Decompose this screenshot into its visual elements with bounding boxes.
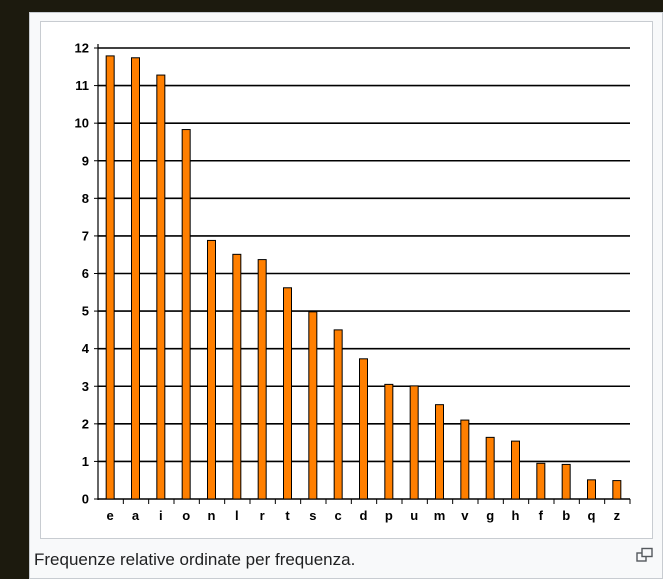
y-tick-label: 4 bbox=[82, 341, 90, 356]
x-tick-label: t bbox=[285, 508, 290, 523]
y-tick-label: 7 bbox=[82, 228, 89, 243]
bar-o bbox=[181, 129, 191, 500]
y-tick-label: 9 bbox=[82, 153, 89, 168]
bar-m bbox=[435, 404, 444, 500]
x-tick-label: p bbox=[385, 508, 393, 523]
x-tick-label: u bbox=[410, 508, 418, 523]
x-tick-label: f bbox=[539, 508, 544, 523]
y-tick-label: 11 bbox=[75, 78, 89, 93]
bar-f bbox=[536, 462, 546, 500]
bar-v bbox=[460, 419, 470, 500]
bar-z bbox=[612, 480, 622, 500]
x-tick-label: r bbox=[260, 508, 265, 523]
x-tick-label: l bbox=[235, 508, 239, 523]
bar-p bbox=[384, 383, 394, 500]
x-tick-label: m bbox=[434, 508, 446, 523]
bar-r bbox=[257, 259, 267, 500]
y-tick-label: 8 bbox=[82, 191, 89, 206]
x-tick-label: v bbox=[461, 508, 469, 523]
y-tick-label: 0 bbox=[82, 492, 89, 507]
y-tick-label: 2 bbox=[82, 416, 89, 431]
bar-e bbox=[105, 55, 115, 500]
enlarge-icon[interactable] bbox=[636, 547, 654, 563]
figure-thumbnail: 0 1 2 3 4 5 6 7 8 9 10 11 12 e a i o n l r t s c d p u m v g h f b q z Fr… bbox=[29, 12, 663, 579]
bar-a bbox=[131, 57, 140, 500]
y-tick-label: 1 bbox=[82, 454, 89, 469]
bar-g bbox=[485, 436, 495, 500]
bar-u bbox=[409, 385, 419, 500]
y-tick-label: 10 bbox=[75, 116, 89, 131]
bar-s bbox=[308, 311, 318, 500]
x-tick-label: c bbox=[335, 508, 342, 523]
x-tick-label: b bbox=[562, 508, 570, 523]
x-tick-label: d bbox=[360, 508, 368, 523]
bar-q bbox=[587, 479, 596, 500]
bar-l bbox=[232, 253, 242, 500]
x-tick-label: q bbox=[588, 508, 596, 523]
x-tick-label: e bbox=[107, 508, 114, 523]
figure-caption: Frequenze relative ordinate per frequenz… bbox=[34, 550, 356, 569]
chart-frame: 0 1 2 3 4 5 6 7 8 9 10 11 12 e a i o n l r t s c d p u m v g h f b q z bbox=[40, 21, 653, 539]
bar-i bbox=[156, 74, 166, 500]
bar-b bbox=[561, 463, 571, 500]
x-tick-label: z bbox=[614, 508, 621, 523]
x-tick-label: a bbox=[132, 508, 140, 523]
y-tick-label: 5 bbox=[82, 304, 89, 319]
bar-h bbox=[511, 440, 520, 500]
bar-t bbox=[283, 287, 292, 500]
x-tick-label: o bbox=[182, 508, 190, 523]
x-tick-label: h bbox=[512, 508, 520, 523]
bar-d bbox=[359, 358, 368, 500]
y-tick-label: 6 bbox=[82, 266, 89, 281]
x-tick-label: g bbox=[486, 508, 494, 523]
bar-c bbox=[333, 329, 343, 500]
y-tick-label: 12 bbox=[75, 41, 89, 56]
x-tick-label: i bbox=[159, 508, 163, 523]
x-tick-label: s bbox=[309, 508, 316, 523]
x-tick-label: n bbox=[208, 508, 216, 523]
figure-caption-row: Frequenze relative ordinate per frequenz… bbox=[30, 539, 662, 579]
bar-n bbox=[207, 239, 216, 500]
y-tick-label: 3 bbox=[82, 379, 89, 394]
